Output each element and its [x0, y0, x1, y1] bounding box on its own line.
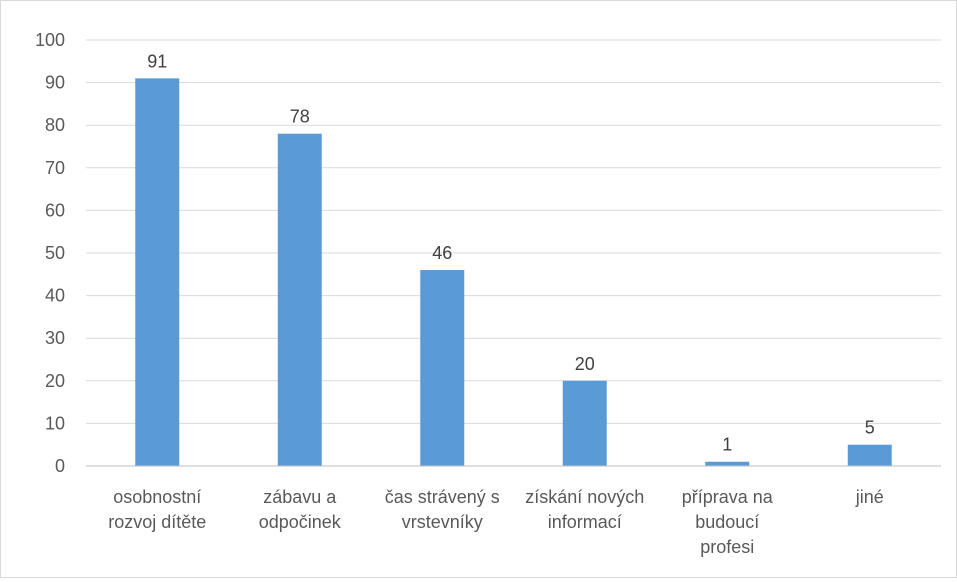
x-category-line: vrstevníky: [402, 512, 483, 532]
gridlines: [86, 39, 941, 424]
data-labels: 91 78 46 20 1 5: [147, 51, 875, 454]
x-category-label: příprava na budoucí profesi: [682, 487, 774, 557]
x-category-line: informací: [548, 512, 622, 532]
y-tick-label: 40: [45, 286, 65, 306]
y-tick-label: 20: [45, 371, 65, 391]
x-axis-categories: osobnostní rozvoj dítěte zábavu a odpočinek…: [108, 487, 884, 557]
x-category-line: zábavu a: [263, 487, 337, 507]
y-tick-label: 0: [55, 456, 65, 476]
y-tick-label: 80: [45, 115, 65, 135]
x-category-line: příprava na: [682, 487, 774, 507]
x-category-line: profesi: [700, 537, 754, 557]
x-category-line: osobnostní: [113, 487, 201, 507]
y-axis-ticks: 0 10 20 30 40 50 60 70 80 90 100: [35, 30, 65, 476]
bar: [135, 78, 180, 466]
x-category-label: zábavu a odpočinek: [259, 487, 342, 532]
y-tick-label: 30: [45, 328, 65, 348]
data-label: 46: [432, 243, 452, 263]
x-category-line: rozvoj dítěte: [108, 512, 206, 532]
x-category-line: budoucí: [695, 512, 759, 532]
y-tick-label: 70: [45, 158, 65, 178]
x-category-label: osobnostní rozvoj dítěte: [108, 487, 206, 532]
data-label: 5: [865, 418, 875, 438]
bars: [135, 78, 892, 466]
bar: [562, 380, 607, 466]
y-tick-label: 60: [45, 200, 65, 220]
x-category-line: jiné: [855, 487, 884, 507]
bar: [277, 133, 322, 466]
y-tick-label: 50: [45, 243, 65, 263]
bar: [420, 270, 465, 466]
data-label: 91: [147, 51, 167, 71]
x-category-label: získání nových informací: [525, 487, 644, 532]
y-tick-label: 90: [45, 73, 65, 93]
bar: [705, 461, 750, 466]
bar: [847, 444, 892, 466]
data-label: 78: [290, 107, 310, 127]
x-category-line: odpočinek: [259, 512, 342, 532]
y-tick-label: 100: [35, 30, 65, 50]
x-category-line: získání nových: [525, 487, 644, 507]
x-category-label: jiné: [855, 487, 884, 507]
data-label: 20: [575, 354, 595, 374]
data-label: 1: [722, 435, 732, 455]
y-tick-label: 10: [45, 413, 65, 433]
x-category-line: čas strávený s: [385, 487, 500, 507]
x-category-label: čas strávený s vrstevníky: [385, 487, 500, 532]
